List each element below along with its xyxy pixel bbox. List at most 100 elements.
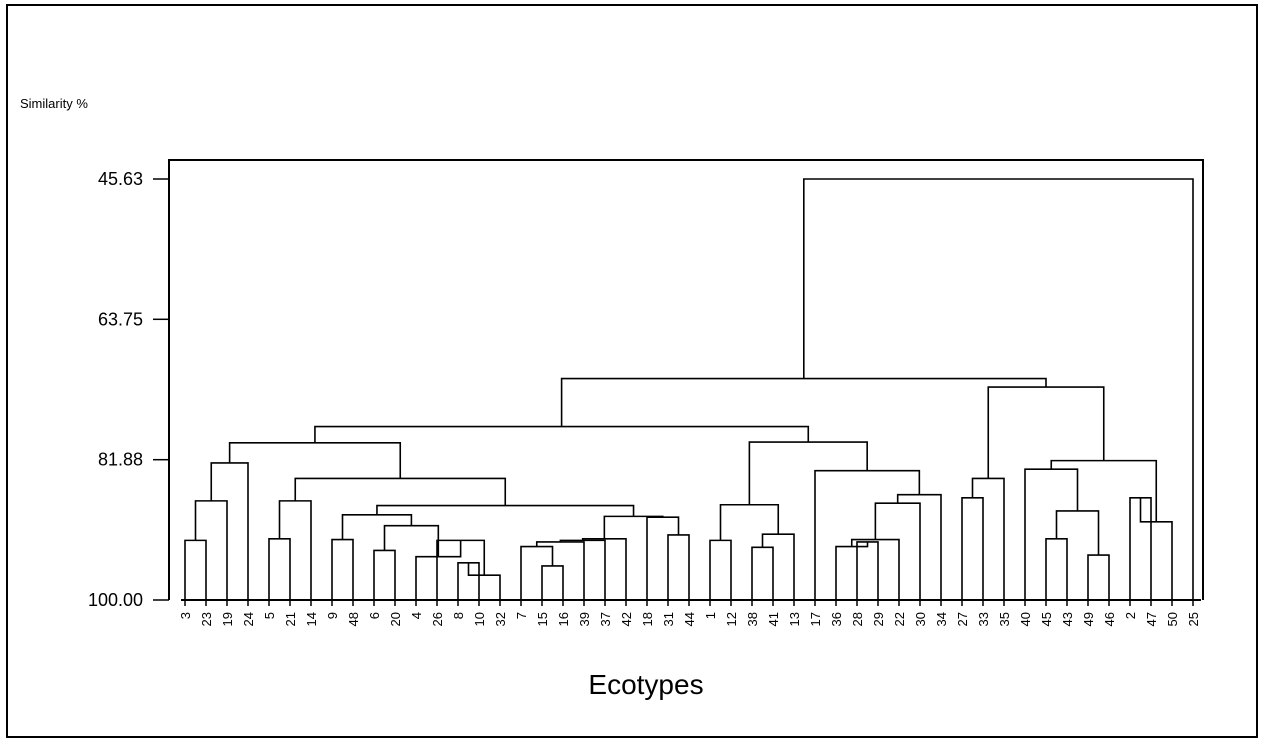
leaf-label: 26 <box>430 612 445 626</box>
leaf-label: 33 <box>976 612 991 626</box>
dendrogram-links <box>184 178 1194 600</box>
dendrogram-link <box>961 496 984 600</box>
dendrogram-link <box>751 546 774 600</box>
dendrogram-link <box>835 541 869 600</box>
leaf-labels: 3 23 19 24 5 21 14 9 48 6 20 4 26 8 10 32 7 15 16 39 37 42 18 3… <box>178 612 1201 626</box>
dendrogram-link <box>314 425 810 443</box>
leaf-label: 8 <box>451 612 466 619</box>
dendrogram-link <box>874 502 921 600</box>
y-tick-label: 45.63 <box>98 169 143 189</box>
leaf-label: 21 <box>283 612 298 626</box>
dendrogram-link <box>1050 459 1158 522</box>
leaf-label: 4 <box>409 612 424 619</box>
dendrogram-link <box>541 565 564 600</box>
dendrogram-link <box>761 533 795 600</box>
leaf-label: 22 <box>892 612 907 626</box>
plot-frame <box>168 159 1204 600</box>
leaf-label: 17 <box>808 612 823 626</box>
leaf-label: 43 <box>1060 612 1075 626</box>
leaf-label: 40 <box>1018 612 1033 626</box>
dendrogram-link <box>1129 496 1152 600</box>
dendrogram-link <box>896 493 942 600</box>
dendrogram-link <box>535 541 585 600</box>
dendrogram-chart: Similarity % Ecotypes 45.63 63.75 81.88 100… <box>20 96 1204 700</box>
leaf-label: 28 <box>850 612 865 626</box>
y-tick-label: 100.00 <box>88 590 143 610</box>
dendrogram-link <box>709 539 732 600</box>
dendrogram-link <box>814 469 921 600</box>
dendrogram-link <box>850 538 900 600</box>
leaf-label: 48 <box>346 612 361 626</box>
leaf-label: 14 <box>304 612 319 626</box>
leaf-label: 35 <box>997 612 1012 626</box>
dendrogram-link <box>436 539 486 600</box>
dendrogram-link <box>1024 468 1079 600</box>
y-tick-label: 63.75 <box>98 309 143 329</box>
leaf-label: 42 <box>619 612 634 626</box>
dendrogram-link <box>331 538 354 600</box>
dendrogram-link <box>856 541 879 600</box>
leaf-label: 7 <box>514 612 529 619</box>
dendrogram-link <box>184 539 207 600</box>
leaf-label: 9 <box>325 612 340 619</box>
leaf-label: 30 <box>913 612 928 626</box>
dendrogram-link <box>376 504 635 517</box>
leaf-label: 39 <box>577 612 592 626</box>
dendrogram-link <box>278 500 312 600</box>
leaf-label: 16 <box>556 612 571 626</box>
leaf-label: 5 <box>262 612 277 619</box>
dendrogram-link <box>520 545 554 600</box>
dendrogram-link <box>748 441 868 505</box>
dendrogram-link <box>467 562 501 600</box>
leaf-label: 49 <box>1081 612 1096 626</box>
dendrogram-link <box>987 386 1105 479</box>
leaf-label: 6 <box>367 612 382 619</box>
leaf-label: 25 <box>1186 612 1201 626</box>
leaf-label: 31 <box>661 612 676 626</box>
dendrogram-link <box>383 524 440 557</box>
dendrogram-link <box>194 500 228 600</box>
leaf-label: 2 <box>1123 612 1138 619</box>
dendrogram-link <box>719 503 780 541</box>
leaf-label: 37 <box>598 612 613 626</box>
dendrogram-link <box>560 377 1047 427</box>
y-axis-label: Similarity % <box>20 96 88 111</box>
dendrogram-link <box>667 534 690 600</box>
leaf-label: 47 <box>1144 612 1159 626</box>
dendrogram-link <box>803 178 1194 600</box>
leaf-label: 34 <box>934 612 949 626</box>
dendrogram-link <box>341 514 413 540</box>
leaf-label: 24 <box>241 612 256 626</box>
dendrogram-link <box>646 516 680 600</box>
x-axis-label: Ecotypes <box>588 669 703 700</box>
dendrogram-link <box>1055 510 1100 556</box>
leaf-label: 20 <box>388 612 403 626</box>
y-tick-label: 81.88 <box>98 450 143 470</box>
dendrogram-link <box>228 442 402 479</box>
dendrogram-link <box>373 549 396 600</box>
leaf-label: 41 <box>766 612 781 626</box>
leaf-label: 1 <box>703 612 718 619</box>
leaf-label: 23 <box>199 612 214 626</box>
dendrogram-link <box>559 539 606 600</box>
leaf-label: 38 <box>745 612 760 626</box>
leaf-label: 46 <box>1102 612 1117 626</box>
dendrogram-link <box>210 462 249 600</box>
leaf-label: 13 <box>787 612 802 626</box>
leaf-label: 44 <box>682 612 697 626</box>
figure-frame: Similarity % Ecotypes 45.63 63.75 81.88 100… <box>6 4 1258 738</box>
leaf-label: 45 <box>1039 612 1054 626</box>
leaf-label: 15 <box>535 612 550 626</box>
dendrogram-link <box>1045 538 1068 600</box>
dendrogram-link <box>415 540 462 600</box>
leaf-label: 29 <box>871 612 886 626</box>
dendrogram-link <box>457 562 480 600</box>
dendrogram-link <box>294 477 507 506</box>
leaf-label: 10 <box>472 612 487 626</box>
leaf-label: 3 <box>178 612 193 619</box>
dendrogram-link <box>268 538 291 600</box>
leaf-label: 12 <box>724 612 739 626</box>
plot-area: 45.63 63.75 81.88 100.00 <box>88 159 1204 610</box>
leaf-label: 19 <box>220 612 235 626</box>
dendrogram-link <box>603 515 664 539</box>
